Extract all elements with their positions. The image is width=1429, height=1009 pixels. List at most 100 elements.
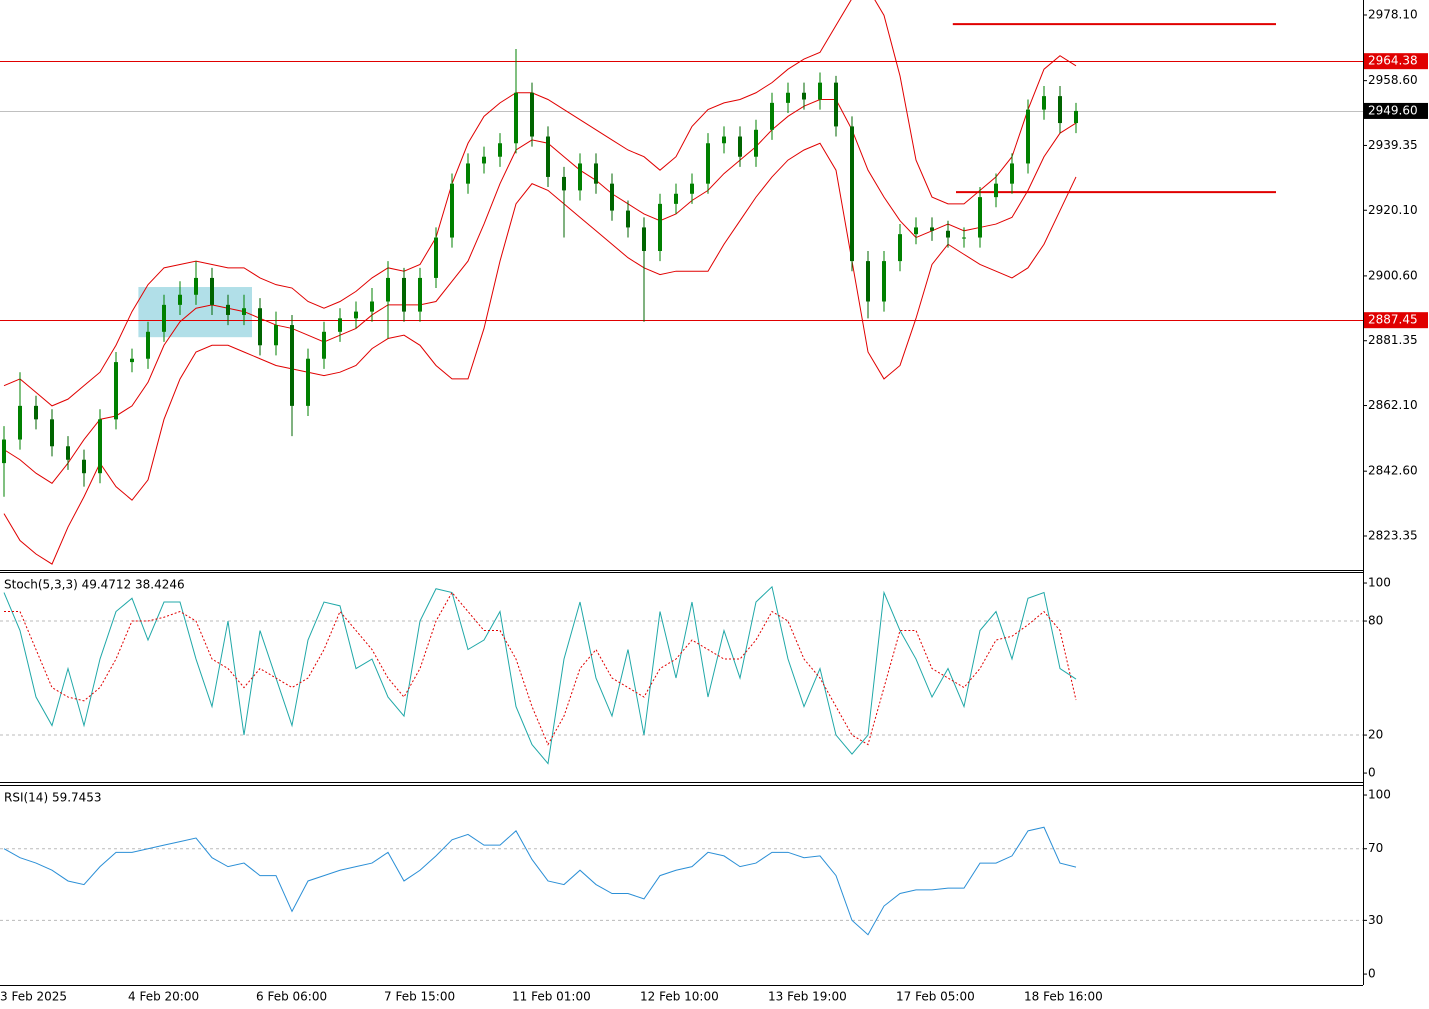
y-tick-label: 0 (1368, 967, 1376, 981)
y-tick-label: 2862.10 (1368, 398, 1418, 412)
candle-body (98, 419, 102, 474)
price-label: 2887.45 (1368, 313, 1418, 327)
candle-body (66, 446, 70, 460)
candle-body (546, 136, 550, 177)
candle-body (690, 183, 694, 194)
candle-body (866, 261, 870, 302)
candle-body (898, 234, 902, 262)
candle-body (770, 102, 774, 130)
candle-body (658, 203, 662, 251)
indicator-line (4, 591, 1077, 746)
candle-body (482, 156, 486, 164)
candle-body (18, 405, 22, 440)
candle-body (1042, 96, 1046, 110)
candle-body (2, 439, 6, 464)
y-tick-label: 0 (1368, 766, 1376, 780)
candle-body (1074, 110, 1078, 124)
candle-body (610, 183, 614, 211)
candle-body (578, 163, 582, 191)
candle-body (626, 210, 630, 228)
y-tick-label: 20 (1368, 728, 1383, 742)
y-tick-label: 2842.60 (1368, 464, 1418, 478)
candle-body (1010, 163, 1014, 184)
candle-body (34, 405, 38, 420)
candle-body (706, 143, 710, 184)
y-tick-label: 2958.60 (1368, 73, 1418, 87)
candle-body (850, 126, 854, 262)
candle-body (754, 129, 758, 157)
indicator-title: Stoch(5,3,3) 49.4712 38.4246 (4, 578, 185, 592)
candle-body (178, 294, 182, 305)
bollinger-upper (3, 0, 1077, 407)
candle-body (642, 227, 646, 251)
candle-body (194, 277, 198, 295)
candle-body (130, 358, 134, 363)
candle-body (386, 277, 390, 302)
x-tick-label: 3 Feb 2025 (0, 990, 67, 1004)
candle-body (370, 301, 374, 312)
candle-body (818, 82, 822, 100)
x-tick-label: 17 Feb 05:00 (896, 990, 975, 1004)
candle-body (722, 136, 726, 144)
indicator-line (3, 826, 1077, 936)
candle-body (946, 230, 950, 238)
y-tick-label: 2920.10 (1368, 203, 1418, 217)
y-tick-label: 2881.35 (1368, 333, 1418, 347)
x-tick-label: 6 Feb 06:00 (256, 990, 327, 1004)
bollinger-middle (3, 98, 1077, 484)
price-label-bg (1364, 312, 1428, 329)
price-label: 2964.38 (1368, 54, 1418, 68)
candle-body (498, 143, 502, 157)
candle-body (594, 163, 598, 184)
candle-body (258, 308, 262, 346)
candle-body (434, 237, 438, 278)
y-tick-label: 2978.10 (1368, 7, 1418, 21)
x-tick-label: 4 Feb 20:00 (128, 990, 199, 1004)
candle-body (674, 193, 678, 204)
candle-body (226, 304, 230, 315)
candle-body (322, 331, 326, 359)
candle-body (306, 358, 310, 406)
candle-body (450, 183, 454, 238)
candle-body (530, 92, 534, 137)
indicator-title: RSI(14) 59.7453 (4, 791, 102, 805)
y-tick-label: 80 (1368, 614, 1383, 628)
price-label: 2949.60 (1368, 103, 1418, 117)
y-tick-label: 100 (1368, 576, 1391, 590)
candle-body (466, 163, 470, 184)
candle-body (962, 237, 966, 239)
candle-body (146, 331, 150, 359)
bollinger-lower (3, 142, 1077, 565)
candle-body (802, 92, 806, 100)
candle-body (242, 308, 246, 315)
x-tick-label: 12 Feb 10:00 (640, 990, 719, 1004)
x-tick-label: 7 Feb 15:00 (384, 990, 455, 1004)
candle-body (354, 311, 358, 319)
candle-body (418, 277, 422, 312)
candle-body (882, 261, 886, 302)
candle-body (290, 325, 294, 406)
candle-body (834, 82, 838, 127)
y-tick-label: 2900.60 (1368, 268, 1418, 282)
x-tick-label: 13 Feb 19:00 (768, 990, 847, 1004)
candle-body (930, 227, 934, 231)
price-label-bg (1364, 53, 1428, 70)
y-tick-label: 70 (1368, 841, 1383, 855)
y-tick-label: 100 (1368, 788, 1391, 802)
y-tick-label: 30 (1368, 913, 1383, 927)
candle-body (914, 227, 918, 235)
candle-body (82, 459, 86, 474)
candle-body (786, 92, 790, 103)
candle-body (50, 419, 54, 447)
candle-body (1058, 96, 1062, 124)
candle-body (338, 318, 342, 332)
candle-body (402, 277, 406, 312)
candle-body (738, 136, 742, 157)
candle-body (562, 176, 566, 191)
y-tick-label: 2939.35 (1368, 138, 1418, 152)
x-tick-label: 18 Feb 16:00 (1024, 990, 1103, 1004)
candle-body (114, 362, 118, 420)
candle-body (162, 304, 166, 332)
highlight-box (138, 287, 252, 338)
